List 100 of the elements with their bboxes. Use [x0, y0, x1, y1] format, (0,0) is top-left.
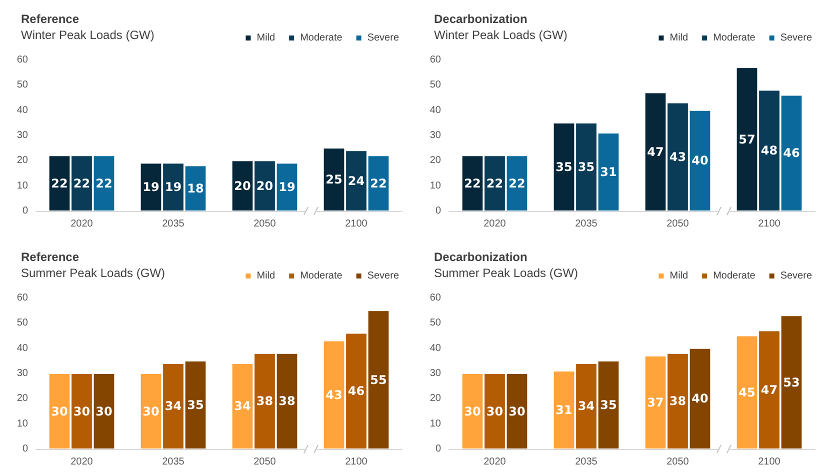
y-tick-label: 60 — [430, 54, 442, 66]
data-label: 35 — [600, 398, 617, 412]
x-tick-label: 2100 — [345, 456, 368, 468]
y-tick-label: 10 — [430, 418, 442, 430]
x-tick-label: 2035 — [575, 456, 598, 468]
legend-label: Severe — [780, 270, 812, 282]
data-label: 19 — [164, 180, 182, 194]
data-label: 38 — [278, 394, 296, 408]
y-tick-label: 40 — [16, 104, 28, 116]
legend-label: Moderate — [300, 270, 343, 282]
x-tick-label: 2050 — [666, 456, 690, 468]
data-label: 37 — [647, 395, 664, 410]
data-label: 22 — [508, 176, 526, 190]
legend-label: Mild — [256, 32, 276, 44]
y-tick-label: 0 — [435, 444, 442, 454]
data-label: 31 — [600, 164, 617, 179]
chart-subtitle: Summer Peak Loads (GW) — [434, 266, 578, 280]
data-label: 43 — [669, 150, 686, 164]
y-tick-label: 0 — [22, 444, 28, 454]
data-label: 46 — [348, 384, 365, 398]
y-tick-label: 60 — [430, 292, 442, 304]
chart-title: Reference — [21, 250, 80, 264]
data-label: 24 — [348, 174, 365, 188]
data-label: 34 — [578, 399, 595, 414]
data-label: 25 — [326, 172, 342, 187]
data-label: 47 — [647, 144, 664, 159]
y-tick-label: 0 — [435, 206, 442, 216]
data-label: 35 — [556, 160, 572, 174]
y-tick-label: 50 — [16, 80, 28, 91]
data-label: 40 — [692, 154, 708, 168]
data-label: 47 — [760, 382, 778, 397]
x-tick-label: 2035 — [162, 218, 185, 230]
data-label: 30 — [142, 404, 160, 418]
y-tick-label: 50 — [430, 318, 442, 329]
chart-title: Decarbonization — [434, 250, 528, 264]
legend-label: Moderate — [713, 32, 756, 44]
data-label: 40 — [692, 392, 708, 406]
data-label: 30 — [486, 404, 504, 418]
y-tick-label: 60 — [16, 292, 28, 304]
chart-title: Reference — [21, 12, 80, 26]
y-tick-label: 40 — [16, 342, 28, 354]
y-tick-label: 50 — [16, 318, 28, 329]
y-tick-label: 30 — [16, 130, 28, 141]
data-label: 19 — [278, 180, 296, 194]
legend-label: Mild — [670, 270, 688, 282]
data-label: 22 — [96, 176, 112, 190]
chart-subtitle: Winter Peak Loads (GW) — [21, 28, 154, 42]
y-tick-label: 10 — [16, 180, 28, 192]
y-tick-label: 20 — [16, 393, 28, 404]
x-tick-label: 2035 — [162, 456, 185, 468]
x-tick-label: 2050 — [254, 218, 276, 230]
legend-label: Mild — [256, 270, 276, 282]
x-tick-label: 2100 — [345, 218, 368, 230]
data-label: 35 — [578, 160, 595, 174]
y-tick-label: 20 — [16, 155, 28, 166]
data-label: 22 — [486, 176, 504, 190]
y-tick-label: 60 — [16, 54, 28, 66]
data-label: 31 — [556, 402, 572, 417]
x-tick-label: 2020 — [484, 456, 506, 468]
data-label: 43 — [326, 388, 342, 402]
data-label: 30 — [51, 404, 68, 418]
data-label: 20 — [234, 178, 251, 193]
chart-title: Decarbonization — [434, 12, 528, 26]
data-label: 53 — [783, 375, 800, 390]
data-label: 30 — [73, 404, 90, 418]
y-tick-label: 40 — [430, 104, 442, 116]
y-tick-label: 30 — [430, 130, 442, 141]
y-tick-label: 20 — [430, 155, 442, 166]
data-label: 34 — [234, 399, 251, 414]
legend-label: Moderate — [300, 32, 343, 44]
x-tick-label: 2050 — [254, 456, 276, 468]
data-label: 34 — [164, 399, 182, 414]
data-label: 30 — [508, 404, 526, 418]
x-tick-label: 2035 — [575, 218, 598, 230]
data-label: 18 — [187, 181, 204, 196]
data-label: 22 — [370, 176, 387, 190]
legend-label: Mild — [670, 32, 688, 44]
x-tick-label: 2050 — [666, 218, 690, 230]
legend-label: Severe — [780, 32, 812, 44]
x-tick-label: 2020 — [484, 218, 506, 230]
y-tick-label: 30 — [16, 368, 28, 379]
legend-label: Moderate — [713, 270, 756, 282]
y-tick-label: 30 — [430, 368, 442, 379]
data-label: 38 — [669, 394, 686, 408]
y-tick-label: 50 — [430, 80, 442, 91]
x-tick-label: 2020 — [70, 218, 94, 230]
chart-subtitle: Winter Peak Loads (GW) — [434, 28, 568, 42]
y-tick-label: 10 — [16, 418, 28, 430]
y-tick-label: 10 — [430, 180, 442, 192]
data-label: 57 — [738, 132, 756, 146]
x-tick-label: 2100 — [758, 456, 781, 468]
data-label: 22 — [73, 176, 90, 190]
data-label: 38 — [256, 394, 274, 408]
data-label: 19 — [142, 180, 160, 194]
chart-subtitle: Summer Peak Loads (GW) — [21, 266, 166, 280]
data-label: 30 — [464, 404, 481, 418]
data-label: 30 — [96, 404, 112, 418]
data-label: 22 — [51, 176, 68, 190]
data-label: 48 — [760, 144, 778, 158]
legend-label: Severe — [367, 270, 400, 282]
